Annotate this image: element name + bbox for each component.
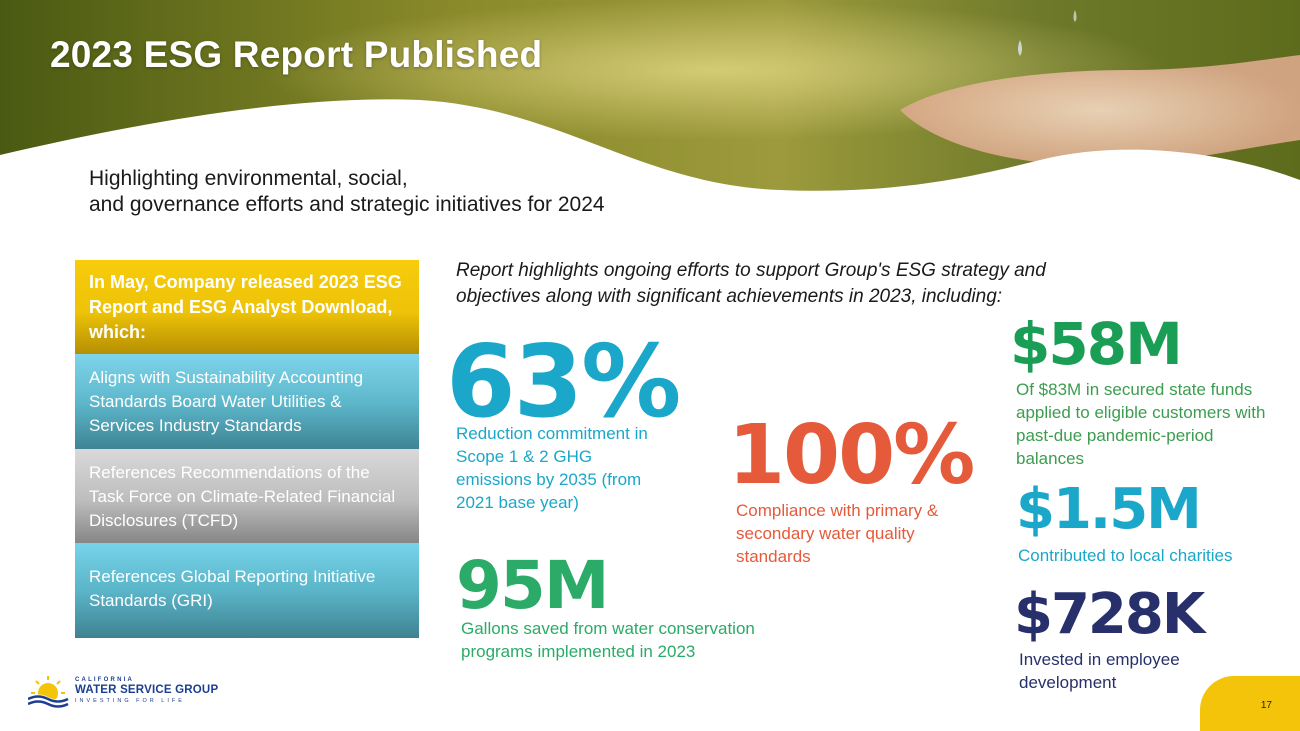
panel-item-sasb: Aligns with Sustainability Accounting St…	[75, 354, 419, 449]
stat-value-water-quality: 100%	[728, 408, 975, 503]
subtitle: Highlighting environmental, social, and …	[89, 166, 789, 218]
stat-value-state-funds: $58M	[1010, 310, 1183, 378]
page-number: 17	[1260, 700, 1272, 711]
stat-desc-ghg: Reduction commitment in Scope 1 & 2 GHG …	[456, 424, 648, 512]
hero-banner	[0, 0, 1300, 200]
panel-item-gri: References Global Reporting Initiative S…	[75, 543, 419, 638]
page-title: 2023 ESG Report Published	[50, 34, 543, 75]
corner-accent	[1200, 676, 1300, 731]
logo-tagline: INVESTING FOR LIFE	[75, 698, 185, 704]
stat-desc-water-quality: Compliance with primary & secondary wate…	[736, 501, 939, 566]
stat-desc-state-funds: Of $83M in secured state funds applied t…	[1016, 380, 1266, 468]
stat-value-charities: $1.5M	[1016, 477, 1202, 542]
company-logo	[27, 673, 228, 709]
stat-value-employee: $728K	[1014, 582, 1205, 647]
logo-name: WATER SERVICE GROUP	[75, 684, 219, 696]
stat-desc-gallons: Gallons saved from water conservation pr…	[461, 619, 755, 661]
logo-state: CALIFORNIA	[75, 677, 134, 683]
stat-desc-employee: Invested in employee development	[1019, 650, 1180, 692]
panel-item-tcfd: References Recommendations of the Task F…	[75, 449, 419, 543]
cupped-hands-graphic	[900, 55, 1300, 166]
esg-report-panel: In May, Company released 2023 ESG Report…	[75, 260, 419, 638]
stat-value-ghg: 63%	[446, 323, 681, 440]
panel-heading: In May, Company released 2023 ESG Report…	[75, 260, 419, 354]
stat-desc-charities: Contributed to local charities	[1018, 546, 1233, 565]
report-highlights-intro: Report highlights ongoing efforts to sup…	[456, 260, 1046, 307]
stat-value-gallons: 95M	[456, 547, 610, 624]
subtitle-line-2: and governance efforts and strategic ini…	[89, 193, 605, 216]
sun-wave-icon	[27, 676, 69, 709]
subtitle-line-1: Highlighting environmental, social,	[89, 167, 408, 190]
